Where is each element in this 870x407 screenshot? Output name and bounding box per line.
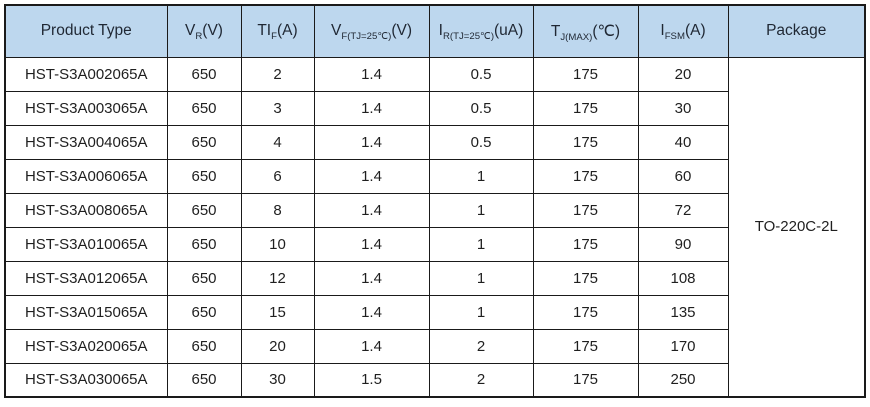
table-row: HST-S3A030065A 650 30 1.5 2 175 250 bbox=[4, 362, 865, 398]
column-header-package: Package bbox=[727, 4, 866, 58]
cell-vr: 650 bbox=[166, 260, 242, 296]
cell-vr: 650 bbox=[166, 56, 242, 92]
cell-ifsm: 30 bbox=[637, 90, 729, 126]
cell-product-type: HST-S3A008065A bbox=[4, 192, 168, 228]
table-row: HST-S3A006065A 650 6 1.4 1 175 60 bbox=[4, 158, 865, 194]
cell-vr: 650 bbox=[166, 158, 242, 194]
column-header-tif: TIF(A) bbox=[240, 4, 315, 58]
cell-product-type: HST-S3A003065A bbox=[4, 90, 168, 126]
cell-vf: 1.5 bbox=[313, 362, 430, 398]
cell-ifsm: 72 bbox=[637, 192, 729, 228]
cell-product-type: HST-S3A020065A bbox=[4, 328, 168, 364]
cell-product-type: HST-S3A015065A bbox=[4, 294, 168, 330]
cell-vr: 650 bbox=[166, 328, 242, 364]
column-header-vr: VR(V) bbox=[166, 4, 242, 58]
cell-vf: 1.4 bbox=[313, 260, 430, 296]
cell-tif: 20 bbox=[240, 328, 315, 364]
column-header-vf: VF(TJ=25℃)(V) bbox=[313, 4, 430, 58]
header-text: V bbox=[185, 22, 196, 40]
cell-tj: 175 bbox=[532, 328, 639, 364]
cell-vf: 1.4 bbox=[313, 158, 430, 194]
cell-ifsm: 108 bbox=[637, 260, 729, 296]
cell-vr: 650 bbox=[166, 294, 242, 330]
cell-product-type: HST-S3A030065A bbox=[4, 362, 168, 398]
table-row: HST-S3A015065A 650 15 1.4 1 175 135 bbox=[4, 294, 865, 330]
cell-vr: 650 bbox=[166, 124, 242, 160]
header-text: Product Type bbox=[40, 22, 132, 40]
cell-vr: 650 bbox=[166, 226, 242, 262]
cell-product-type: HST-S3A004065A bbox=[4, 124, 168, 160]
column-header-product-type: Product Type bbox=[4, 4, 168, 58]
cell-tj: 175 bbox=[532, 90, 639, 126]
column-header-tjmax: TJ(MAX)(℃) bbox=[532, 4, 639, 58]
table-row: HST-S3A020065A 650 20 1.4 2 175 170 bbox=[4, 328, 865, 364]
cell-tj: 175 bbox=[532, 260, 639, 296]
cell-vf: 1.4 bbox=[313, 90, 430, 126]
cell-product-type: HST-S3A012065A bbox=[4, 260, 168, 296]
table-row: HST-S3A012065A 650 12 1.4 1 175 108 bbox=[4, 260, 865, 296]
header-text: I bbox=[438, 22, 443, 40]
cell-ifsm: 20 bbox=[637, 56, 729, 92]
cell-tif: 15 bbox=[240, 294, 315, 330]
cell-ir: 2 bbox=[428, 362, 534, 398]
cell-ifsm: 60 bbox=[637, 158, 729, 194]
cell-tj: 175 bbox=[532, 362, 639, 398]
cell-tj: 175 bbox=[532, 56, 639, 92]
cell-ir: 1 bbox=[428, 226, 534, 262]
header-text: Package bbox=[766, 22, 827, 40]
cell-vr: 650 bbox=[166, 192, 242, 228]
cell-ifsm: 135 bbox=[637, 294, 729, 330]
cell-ifsm: 40 bbox=[637, 124, 729, 160]
table-row: HST-S3A004065A 650 4 1.4 0.5 175 40 bbox=[4, 124, 865, 160]
cell-product-type: HST-S3A010065A bbox=[4, 226, 168, 262]
cell-vf: 1.4 bbox=[313, 328, 430, 364]
cell-product-type: HST-S3A002065A bbox=[4, 56, 168, 92]
cell-vf: 1.4 bbox=[313, 56, 430, 92]
table-row: HST-S3A010065A 650 10 1.4 1 175 90 bbox=[4, 226, 865, 262]
column-header-ifsm: IFSM(A) bbox=[637, 4, 729, 58]
cell-tj: 175 bbox=[532, 192, 639, 228]
cell-ifsm: 250 bbox=[637, 362, 729, 398]
cell-ir: 1 bbox=[428, 192, 534, 228]
cell-ifsm: 170 bbox=[637, 328, 729, 364]
cell-ifsm: 90 bbox=[637, 226, 729, 262]
cell-package: TO-220C-2L bbox=[727, 56, 866, 398]
cell-ir: 0.5 bbox=[428, 90, 534, 126]
cell-tif: 8 bbox=[240, 192, 315, 228]
product-spec-table: Product Type VR(V) TIF(A) VF(TJ=25℃)(V) … bbox=[4, 4, 866, 398]
cell-vf: 1.4 bbox=[313, 294, 430, 330]
header-text: I bbox=[660, 22, 665, 40]
cell-tj: 175 bbox=[532, 158, 639, 194]
cell-tif: 4 bbox=[240, 124, 315, 160]
header-text: TI bbox=[257, 22, 272, 40]
cell-tif: 10 bbox=[240, 226, 315, 262]
cell-tif: 3 bbox=[240, 90, 315, 126]
cell-vf: 1.4 bbox=[313, 124, 430, 160]
cell-ir: 1 bbox=[428, 294, 534, 330]
cell-product-type: HST-S3A006065A bbox=[4, 158, 168, 194]
cell-vf: 1.4 bbox=[313, 226, 430, 262]
header-text: V bbox=[331, 22, 342, 40]
header-text: T bbox=[550, 22, 561, 40]
cell-tif: 30 bbox=[240, 362, 315, 398]
cell-ir: 0.5 bbox=[428, 124, 534, 160]
cell-ir: 1 bbox=[428, 158, 534, 194]
cell-ir: 0.5 bbox=[428, 56, 534, 92]
cell-vr: 650 bbox=[166, 362, 242, 398]
table-row: HST-S3A003065A 650 3 1.4 0.5 175 30 bbox=[4, 90, 865, 126]
cell-tif: 2 bbox=[240, 56, 315, 92]
cell-tj: 175 bbox=[532, 226, 639, 262]
cell-tj: 175 bbox=[532, 294, 639, 330]
cell-ir: 2 bbox=[428, 328, 534, 364]
cell-vf: 1.4 bbox=[313, 192, 430, 228]
cell-vr: 650 bbox=[166, 90, 242, 126]
table-row: HST-S3A008065A 650 8 1.4 1 175 72 bbox=[4, 192, 865, 228]
cell-ir: 1 bbox=[428, 260, 534, 296]
cell-tif: 12 bbox=[240, 260, 315, 296]
table-row: HST-S3A002065A 650 2 1.4 0.5 175 20 TO-2… bbox=[4, 56, 866, 398]
column-header-ir: IR(TJ=25℃)(uA) bbox=[428, 4, 534, 58]
cell-tif: 6 bbox=[240, 158, 315, 194]
cell-tj: 175 bbox=[532, 124, 639, 160]
table-header-row: Product Type VR(V) TIF(A) VF(TJ=25℃)(V) … bbox=[4, 4, 866, 58]
